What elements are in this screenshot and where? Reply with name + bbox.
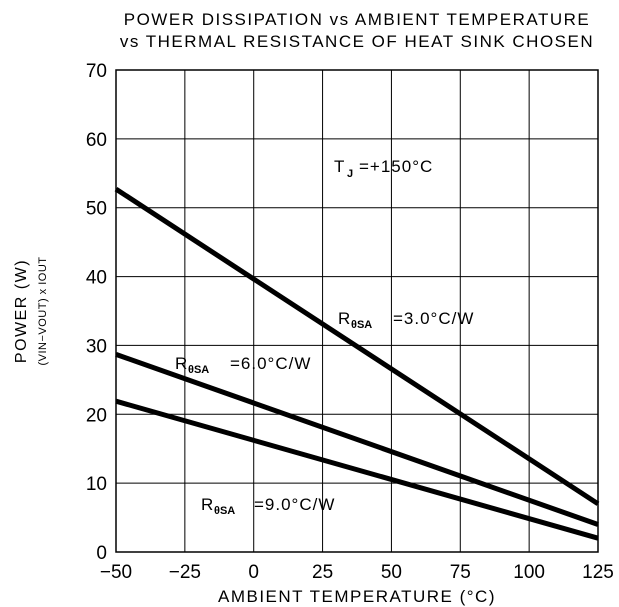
y-tick-label: 50 [86,199,107,220]
y-axis-sublabel: (VIN−VOUT) x IOUT [37,256,49,365]
y-tick-label: 20 [86,405,107,426]
series-label-3-value: =3.0°C/W [393,309,474,328]
series-line-1 [114,187,600,506]
series-label-3-r: R [338,309,351,328]
y-tick-label: 10 [86,474,107,495]
plot-frame [115,69,599,553]
y-tick-label: 40 [86,268,107,289]
series-label-6-value: =6.0°C/W [230,354,311,373]
series-label-6-r: R [175,354,188,373]
series-lines [114,187,600,541]
y-axis-label-sub: (VIN−VOUT) x IOUT [37,256,49,365]
x-tick-label: −50 [100,562,132,583]
tj-annotation: T J =+150°C [334,157,433,180]
y-tick-label: 70 [86,61,107,82]
series-label-6-sub: θSA [188,364,209,376]
x-tick-label: 50 [381,562,402,583]
y-tick-label: 30 [86,336,107,357]
x-tick-label: 25 [312,562,333,583]
series-line-2 [115,352,599,527]
series-label-9-sub: θSA [214,505,235,517]
x-tick-label: 125 [582,562,614,583]
series-label-3: R θSA =3.0°C/W [338,309,474,331]
y-tick-label: 0 [96,543,107,564]
x-tick-label: 100 [513,562,545,583]
gridlines [116,70,598,552]
chart-title: POWER DISSIPATION vs AMBIENT TEMPERATURE… [120,10,594,51]
series-label-9: R θSA =9.0°C/W [201,495,335,517]
series-label-3-sub: θSA [351,319,372,331]
series-line-3 [115,398,599,541]
y-tick-label: 60 [86,130,107,151]
y-axis-label-main: POWER (W) [13,259,30,363]
x-axis-label: AMBIENT TEMPERATURE (°C) [218,587,496,606]
chart-title-line1: POWER DISSIPATION vs AMBIENT TEMPERATURE [124,10,590,29]
series-label-9-r: R [201,495,214,514]
x-tick-label: 0 [248,562,259,583]
series-label-9-value: =9.0°C/W [254,495,335,514]
y-axis-label: POWER (W) [13,259,30,363]
tj-annotation-value: =+150°C [359,157,433,176]
y-tick-labels: 0 10 20 30 40 50 60 70 [86,61,107,564]
tj-annotation-t: T [334,157,345,176]
tj-annotation-sub: J [347,168,353,180]
series-label-6: R θSA =6.0°C/W [175,354,311,376]
x-tick-label: 75 [450,562,471,583]
x-tick-labels: −50 −25 0 25 50 75 100 125 [100,562,614,583]
x-tick-label: −25 [169,562,201,583]
chart-title-line2: vs THERMAL RESISTANCE OF HEAT SINK CHOSE… [120,32,594,51]
